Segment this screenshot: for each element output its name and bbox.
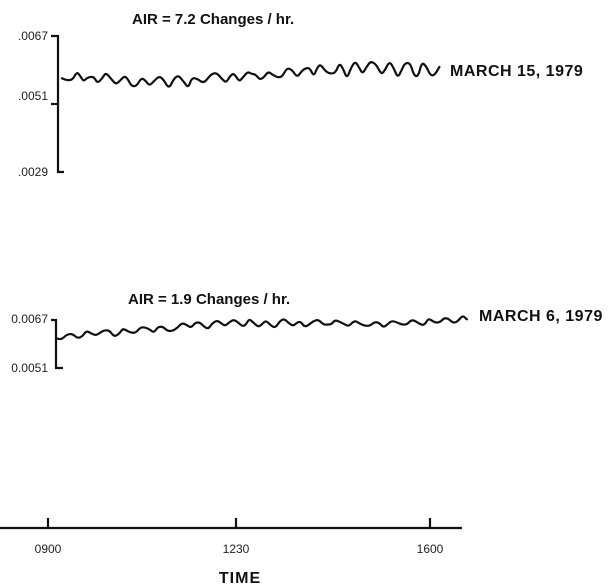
chart-top-series-line bbox=[60, 61, 441, 88]
x-axis-tick-label: 1600 bbox=[417, 542, 444, 556]
chart-top-y-tick-label: .0029 bbox=[18, 165, 48, 179]
x-axis-tick-label: 0900 bbox=[35, 542, 62, 556]
chart-top-series-label: MARCH 15, 1979 bbox=[450, 63, 583, 80]
chart-top: AIR = 7.2 Changes / hr. .0067 .0051 .002… bbox=[18, 11, 583, 179]
chart-bottom-y-axis bbox=[51, 318, 63, 370]
x-axis: 0900 1230 1600 TIME bbox=[0, 518, 462, 587]
chart-bottom-y-tick-label: 0.0067 bbox=[11, 312, 48, 326]
chart-bottom: AIR = 1.9 Changes / hr. 0.0067 0.0051 MA… bbox=[11, 291, 603, 375]
chart-bottom-series-line bbox=[54, 315, 468, 341]
chart-top-y-tick-label: .0067 bbox=[18, 29, 48, 43]
x-axis-tick-label: 1230 bbox=[223, 542, 250, 556]
chart-bottom-y-tick-label: 0.0051 bbox=[11, 361, 48, 375]
x-axis-title: TIME bbox=[219, 570, 261, 587]
chart-top-title: AIR = 7.2 Changes / hr. bbox=[132, 11, 294, 28]
chart-bottom-title: AIR = 1.9 Changes / hr. bbox=[128, 291, 290, 308]
chart-bottom-series-label: MARCH 6, 1979 bbox=[479, 308, 603, 325]
chart-top-y-tick-label: .0051 bbox=[18, 89, 48, 103]
